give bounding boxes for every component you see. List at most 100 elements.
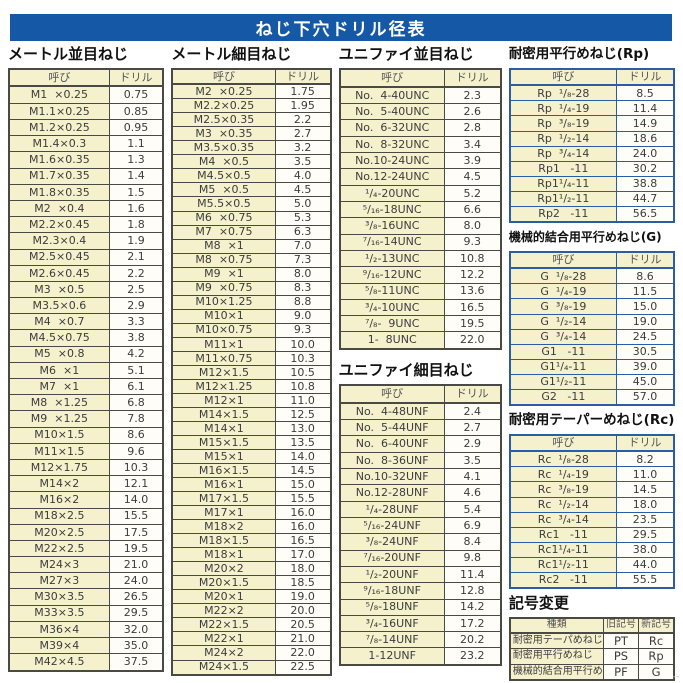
drill-value-cell: 6.3 bbox=[274, 224, 332, 240]
table-row: M2.2×0.25 1.95 bbox=[171, 98, 332, 114]
table-row: Rc1¹/₄-11 38.0 bbox=[509, 541, 675, 558]
thread-size-cell: Rc ³/₈-19 bbox=[509, 481, 617, 498]
thread-size-cell: M17×1.5 bbox=[171, 491, 276, 507]
drill-value-cell: 29.5 bbox=[615, 526, 675, 543]
header-row: 呼び ドリル bbox=[509, 434, 675, 453]
column-metric-coarse: メートル並目ねじ 呼び ドリル M1 ×0.25 0.75 M1.1×0.25 0.85 M… bbox=[8, 45, 165, 681]
drill-value-cell: 45.0 bbox=[615, 373, 675, 390]
table-row: ⁹/₁₆-12UNC 12.2 bbox=[339, 266, 502, 284]
drill-value-cell: 15.0 bbox=[274, 477, 332, 493]
thread-size-cell: G ¹/₂-14 bbox=[509, 313, 617, 330]
section-title-metric-coarse: メートル並目ねじ bbox=[8, 45, 129, 63]
thread-size-cell: M8 ×1 bbox=[171, 238, 276, 254]
drill-value-cell: 10.3 bbox=[274, 350, 332, 366]
thread-size-cell: No. 4-48UNF bbox=[339, 402, 445, 421]
drill-value-cell: 15.5 bbox=[274, 491, 332, 507]
table-row: M4 ×0.7 3.3 bbox=[8, 313, 164, 331]
drill-value-cell: 9.0 bbox=[274, 308, 332, 324]
table-row: M1 ×0.25 0.75 bbox=[8, 85, 164, 104]
drill-value-cell: 19.5 bbox=[108, 539, 164, 558]
column-header: ドリル bbox=[443, 68, 502, 88]
table-row: M18×2 16.0 bbox=[171, 519, 332, 535]
table-row: M9 ×0.75 8.3 bbox=[171, 280, 332, 296]
thread-size-cell: M1.6×0.35 bbox=[8, 151, 110, 169]
drill-value-cell: 44.0 bbox=[615, 556, 675, 573]
table-row: Rp1¹/₄-11 38.8 bbox=[509, 175, 675, 192]
table-row: ⁹/₁₆-18UNF 12.8 bbox=[339, 582, 502, 600]
column-header: ドリル bbox=[615, 251, 675, 270]
table-row: M10×0.75 9.3 bbox=[171, 322, 332, 338]
drill-value-cell: PT bbox=[602, 632, 640, 650]
drill-value-cell: 24.5 bbox=[615, 328, 675, 345]
drill-value-cell: 11.4 bbox=[615, 100, 675, 117]
table-row: No. 8-32UNC 3.4 bbox=[339, 135, 502, 154]
drill-value-cell: 20.5 bbox=[274, 617, 332, 633]
section-title-rc: 耐密用テーパーめねじ(Rc) bbox=[508, 412, 675, 428]
drill-value-cell: 20.0 bbox=[274, 603, 332, 619]
drill-value-cell: 16.5 bbox=[274, 533, 332, 549]
drill-value-cell: 57.0 bbox=[615, 388, 675, 406]
table-row: M16×1.5 14.5 bbox=[171, 463, 332, 479]
thread-size-cell: M2.2×0.25 bbox=[171, 98, 276, 114]
table-row: M2 ×0.4 1.6 bbox=[8, 199, 164, 218]
table-row: ⁵/₁₆-18UNC 6.6 bbox=[339, 200, 502, 219]
thread-size-cell: M2 ×0.4 bbox=[8, 199, 110, 218]
table-row: M36×4 32.0 bbox=[8, 620, 164, 639]
thread-size-cell: M20×1 bbox=[171, 589, 276, 605]
thread-size-cell: M18×2.5 bbox=[8, 507, 110, 525]
column-header: 種類 bbox=[509, 617, 604, 634]
table-row: M15×1 14.0 bbox=[171, 449, 332, 465]
drill-value-cell: 2.1 bbox=[108, 248, 164, 266]
table-row: No. 5-44UNF 2.7 bbox=[339, 419, 502, 437]
table-row: M4.5×0.75 3.8 bbox=[8, 329, 164, 347]
thread-size-cell: M16×1.5 bbox=[171, 463, 276, 479]
thread-size-cell: ⁷/₈-14UNF bbox=[339, 631, 445, 649]
table-row: M30×3.5 26.5 bbox=[8, 588, 164, 606]
drill-value-cell: 16.0 bbox=[274, 505, 332, 521]
table-row: M7 ×0.75 6.3 bbox=[171, 224, 332, 240]
table-row: Rp ³/₄-14 24.0 bbox=[509, 145, 675, 162]
thread-size-cell: M22×2 bbox=[171, 603, 276, 619]
drill-value-cell: 8.6 bbox=[108, 426, 164, 444]
drill-value-cell: 17.5 bbox=[108, 523, 164, 541]
table-row: M10×1.5 8.6 bbox=[8, 426, 164, 444]
thread-size-cell: M1.4×0.3 bbox=[8, 135, 110, 153]
column-header: 呼び bbox=[509, 251, 617, 270]
drill-value-cell: 22.0 bbox=[443, 331, 502, 350]
thread-size-cell: M11×0.75 bbox=[171, 350, 276, 366]
drill-value-cell: 38.8 bbox=[615, 175, 675, 192]
thread-size-cell: ⁵/₈-18UNF bbox=[339, 598, 445, 616]
thread-size-cell: M4 ×0.5 bbox=[171, 154, 276, 170]
thread-size-cell: M2.3×0.4 bbox=[8, 232, 110, 250]
table-row: M20×1.5 18.5 bbox=[171, 575, 332, 591]
drill-value-cell: 8.3 bbox=[274, 280, 332, 296]
thread-size-cell: M10×1 bbox=[171, 308, 276, 324]
drill-value-cell: 9.3 bbox=[274, 322, 332, 338]
rp-table: 呼び ドリル Rp ¹/₈-28 8.5 Rp ¹/₄-19 11.4 Rp ³/₈-19 1… bbox=[508, 68, 676, 223]
drill-value-cell: 7.3 bbox=[274, 252, 332, 268]
table-row: M3 ×0.5 2.5 bbox=[8, 280, 164, 299]
thread-size-cell: M22×1 bbox=[171, 631, 276, 647]
drill-value-cell: 19.0 bbox=[615, 313, 675, 330]
table-row: No. 4-48UNF 2.4 bbox=[339, 402, 502, 421]
drill-value-cell: 1.75 bbox=[274, 83, 332, 100]
drill-value-cell: 2.5 bbox=[108, 280, 164, 299]
thread-size-cell: M11×1 bbox=[171, 336, 276, 352]
thread-size-cell: Rp ³/₈-19 bbox=[509, 115, 617, 132]
table-row: M5 ×0.8 4.2 bbox=[8, 345, 164, 363]
thread-size-cell: M7 ×1 bbox=[8, 378, 110, 396]
section-title-metric-fine: メートル細目ねじ bbox=[171, 45, 292, 63]
drill-value-cell: 21.0 bbox=[274, 631, 332, 647]
column-header: ドリル bbox=[615, 434, 675, 453]
section-title-g: 機械的結合用平行めねじ(G) bbox=[508, 230, 662, 244]
thread-size-cell: M20×2.5 bbox=[8, 523, 110, 541]
table-row: M22×1 21.0 bbox=[171, 631, 332, 647]
column-metric-fine: メートル細目ねじ 呼び ドリル M2 ×0.25 1.75 M2.2×0.25 1.95 M… bbox=[171, 45, 332, 681]
table-row: M11×1 10.0 bbox=[171, 336, 332, 352]
drill-value-cell: 9.8 bbox=[443, 549, 502, 567]
drill-value-cell: 10.3 bbox=[108, 458, 164, 477]
drill-value-cell: 8.8 bbox=[274, 294, 332, 310]
drill-value-cell: 0.95 bbox=[108, 119, 164, 137]
drill-value-cell: 23.2 bbox=[443, 647, 502, 666]
